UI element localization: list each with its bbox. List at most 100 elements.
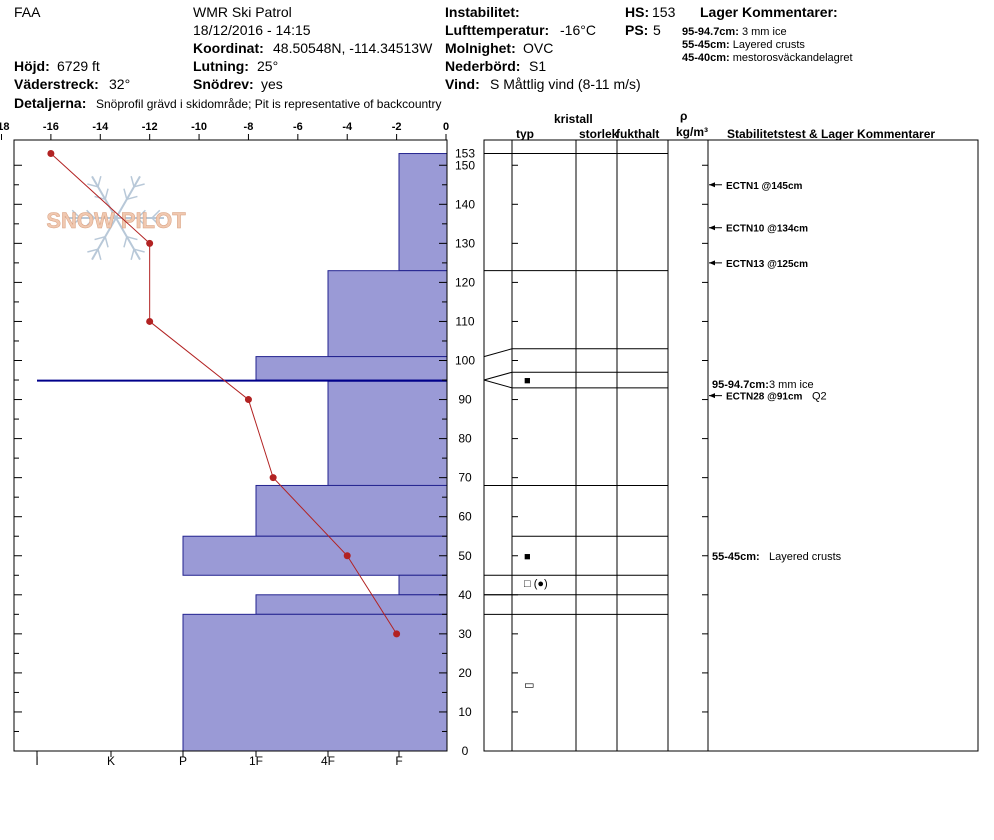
stability-test-label-0: ECTN1 @145cm [726, 181, 803, 192]
layer-comment-2-text: Layered crusts [732, 39, 805, 51]
density-symbol: ρ [680, 109, 688, 123]
temp-tick-label-6: -6 [293, 121, 303, 133]
snowflake-branch-1-0b [126, 235, 138, 241]
coordinate-label: Koordinat: [193, 40, 264, 56]
snowflake-branch-3-0b [86, 217, 95, 227]
layer-note-depth-1: 55-45cm: [712, 551, 760, 563]
hardness-tick-label-0: I [35, 754, 38, 768]
snowflake-branch-3-0a [86, 209, 95, 219]
temperature-point-1 [146, 239, 154, 247]
layer-connector-3 [483, 371, 513, 381]
temp-tick-label-5: -8 [244, 121, 254, 133]
hardness-tick-label-1: K [107, 754, 115, 768]
crystal-marker-1: ■ [524, 551, 531, 563]
crystal-marker-0: ■ [524, 375, 531, 387]
table-frame [483, 139, 979, 752]
hardness-tick-label-4: 4F [321, 754, 335, 768]
chart-frames [13, 139, 979, 752]
snowflake-branch-0-0b [137, 209, 146, 219]
hardness-layer-7 [398, 574, 448, 596]
precipitation-value: S1 [529, 58, 547, 74]
snowflake-branch-1-1b [133, 248, 145, 253]
air-temp-label: Lufttemperatur: [445, 22, 550, 38]
temp-tick-label-9: 0 [443, 121, 449, 133]
layer-table: ■ ■ □ (●) ▭ ECTN1 @145cm ECTN10 @134cm ECTN13 … [483, 140, 842, 752]
stability-test-label-1: ECTN10 @134cm [726, 224, 808, 235]
layer-comment-2: 55-45cm: Layered crusts [682, 37, 805, 53]
type-header: typ [516, 127, 534, 141]
observation-datetime: 18/12/2016 - 14:15 [193, 22, 311, 38]
watermark-text: SNOW PILOT [46, 208, 186, 233]
height-tick-label-5: 50 [458, 549, 472, 563]
snowflake-branch-2-1a [87, 248, 99, 253]
layer-note-text-1: Layered crusts [769, 551, 842, 563]
snowflake-branch-1-1a [130, 248, 135, 260]
snowflake-branch-3-1b [71, 217, 81, 227]
temperature-point-4 [269, 474, 277, 482]
elevation-value: 6729 ft [57, 58, 100, 74]
temp-tick-label-1: -16 [43, 121, 59, 133]
coordinate-value: 48.50548N, -114.34513W [273, 40, 433, 56]
height-tick-label-1: 10 [458, 705, 472, 719]
layer-comment-1-text: 3 mm ice [741, 26, 787, 38]
snowflake-branch-2-0a [94, 235, 106, 241]
height-tick-label-8: 80 [458, 432, 472, 446]
layer-comments-title: Lager Kommentarer: [700, 4, 838, 20]
stability-test-extra-3: Q2 [812, 391, 827, 403]
snowflake-branch-4-0a [104, 188, 109, 200]
ps-label: PS: [625, 22, 649, 38]
snowflake-branch-0-1a [151, 217, 161, 227]
hardness-layer-9 [182, 613, 448, 752]
hardness-layer-4 [327, 380, 448, 486]
height-tick-label-15: 150 [455, 158, 475, 172]
hardness-tick-label-3: 1F [249, 754, 263, 768]
snowflake-branch-1-0a [123, 236, 128, 248]
stability-arrow-head-0 [709, 182, 715, 188]
crystal-header: kristall [554, 112, 593, 126]
ps-value: 5 [653, 22, 661, 38]
temperature-point-2 [146, 317, 154, 325]
hardness-tick-label-2: P [179, 754, 187, 768]
slope-label: Lutning: [193, 58, 249, 74]
layer-comment-3-text: mestorosväckandelagret [732, 52, 853, 64]
chart-axes: -18 -16 -14 -12 -10 -8 -6 -4 -2 0 0 10 20 30 40 50 60 70 8… [0, 121, 475, 768]
size-header: storlek [579, 127, 619, 141]
snowflake-branch-5-1a [133, 183, 145, 188]
snowflake-branch-2-0b [104, 236, 109, 248]
snowflake-branch-4-1b [87, 183, 99, 188]
precipitation-label: Nederbörd: [445, 58, 521, 74]
wind-value: S Måttlig vind (8-11 m/s) [490, 76, 641, 92]
sky-label: Molnighet: [445, 40, 516, 56]
temp-tick-label-7: -4 [342, 121, 353, 133]
hardness-layer-8 [255, 594, 448, 615]
crystal-marker-3: ▭ [524, 680, 534, 692]
height-tick-label-7: 70 [458, 471, 472, 485]
drift-value: yes [261, 76, 283, 92]
height-tick-label-0: 0 [462, 744, 469, 758]
layer-note-depth-0: 95-94.7cm: [712, 379, 769, 391]
air-temp-value: -16°C [560, 22, 596, 38]
hardness-layer-6 [182, 535, 448, 576]
density-unit: kg/m³ [676, 125, 709, 139]
stability-test-label-3: ECTN28 @91cm [726, 392, 803, 403]
height-tick-label-9: 90 [458, 393, 472, 407]
layer-comment-1-depth: 95-94.7cm: [682, 26, 739, 38]
wind-label: Vind: [445, 76, 480, 92]
layer-comment-1: 95-94.7cm: 3 mm ice [682, 24, 787, 40]
operator-name: WMR Ski Patrol [193, 4, 292, 20]
snowflake-branch-4-1a [97, 176, 102, 188]
height-tick-label-12: 120 [455, 275, 475, 289]
instability-label: Instabilitet: [445, 4, 520, 20]
height-tick-label-13: 130 [455, 236, 475, 250]
snowflake-branch-0-1b [151, 209, 161, 219]
stability-arrow-head-3 [709, 393, 715, 399]
drift-label: Snödrev: [193, 76, 254, 92]
profile-frame [13, 139, 448, 752]
temperature-point-5 [343, 552, 351, 560]
temperature-point-0 [47, 150, 55, 158]
hs-value: 153 [652, 4, 676, 20]
hardness-tick-label-5: F [395, 754, 402, 768]
snowflake-branch-5-0a [126, 195, 138, 201]
org-name: FAA [14, 4, 41, 20]
